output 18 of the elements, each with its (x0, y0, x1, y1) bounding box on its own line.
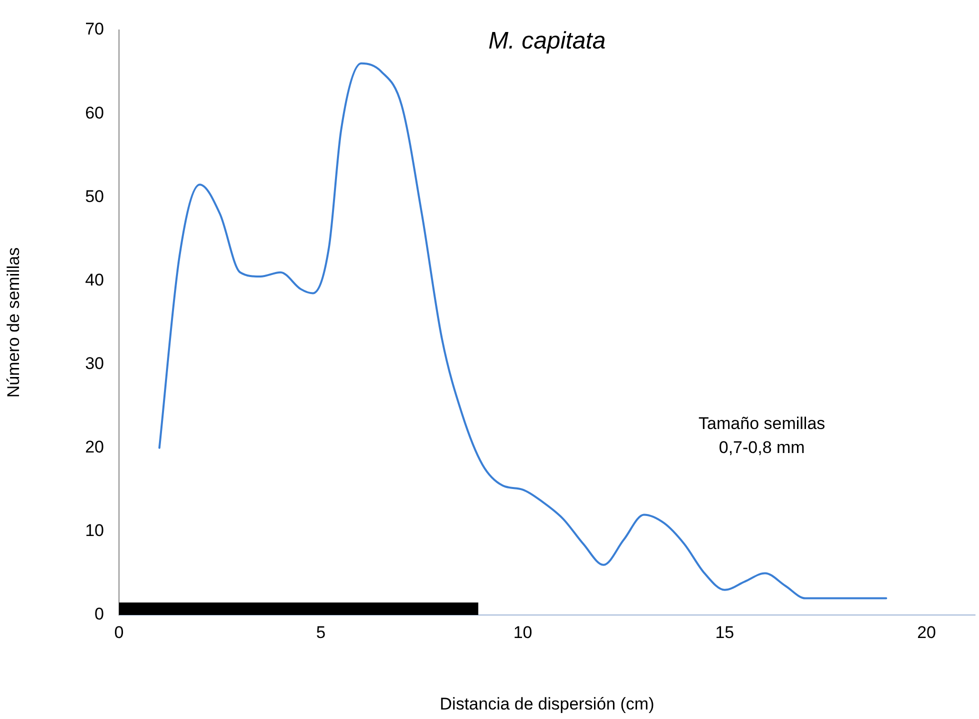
x-axis-title: Distancia de dispersión (cm) (440, 694, 654, 714)
chart-title: M. capitata (488, 28, 606, 55)
y-tick-label: 70 (85, 20, 104, 39)
x-tick-label: 0 (114, 622, 124, 642)
y-tick-label: 50 (85, 186, 104, 206)
line-series (158, 62, 888, 600)
y-tick-label: 30 (85, 354, 104, 373)
y-tick-label: 40 (85, 270, 104, 290)
y-tick-label: 0 (94, 604, 104, 624)
x-tick-label: 20 (917, 622, 936, 642)
y-tick-label: 60 (85, 103, 104, 122)
annotation: Tamaño semillas 0,7-0,8 mm (698, 414, 826, 457)
x-tick-label: 10 (513, 622, 532, 642)
x-tick-label: 5 (316, 622, 326, 642)
y-tick-label: 10 (85, 521, 104, 540)
x-tick-label: 15 (715, 622, 734, 642)
y-axis-title: Número de semillas (4, 247, 23, 398)
y-tick-label: 20 (85, 438, 104, 457)
